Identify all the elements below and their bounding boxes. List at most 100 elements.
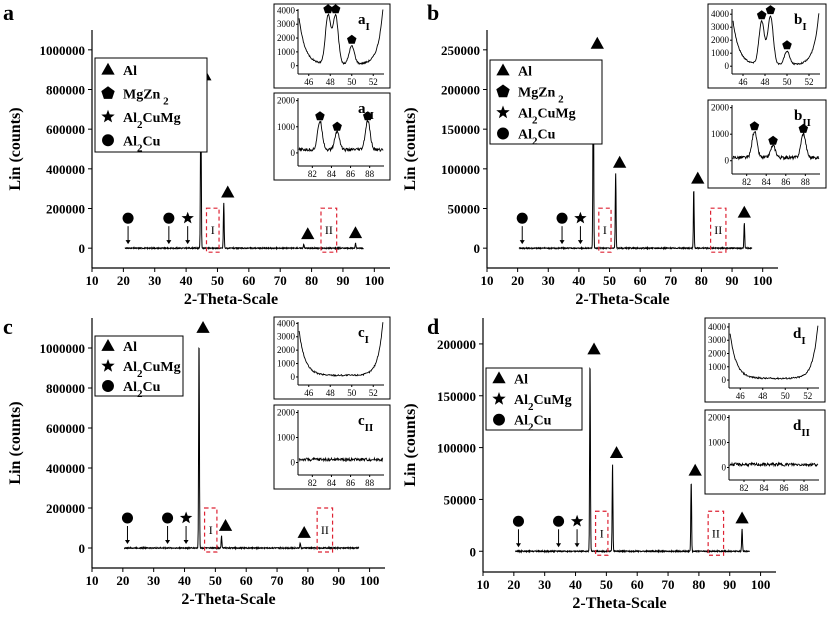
inset-x-tick-label: 86 xyxy=(781,177,791,187)
panel-letter: d xyxy=(427,314,439,339)
region-box-II xyxy=(320,207,338,253)
inset-label: bII xyxy=(794,108,811,129)
legend-text-part: 2 xyxy=(137,142,143,154)
inset-label-letter: c xyxy=(358,413,365,429)
inset-y-tick-label: 1000 xyxy=(708,438,727,448)
al2cumg-star-marker xyxy=(492,392,506,405)
inset-x-tick-label: 48 xyxy=(326,388,336,398)
inset-y-tick-label: 0 xyxy=(722,375,727,385)
inset-frame xyxy=(273,92,391,181)
inset-y-tick-label: 0 xyxy=(722,463,727,473)
legend-entry: Al2Cu xyxy=(123,380,161,400)
inset-y-tick-label: 3000 xyxy=(277,19,296,29)
inset-y-tick-label: 4000 xyxy=(711,9,730,19)
y-tick-label: 600000 xyxy=(46,421,85,436)
legend-text-part: Al xyxy=(518,65,532,80)
inset-label-letter: b xyxy=(794,12,802,28)
marker-arrow-head xyxy=(556,543,562,548)
legend-text-part: CuMg xyxy=(143,111,181,126)
legend-entry: Al2CuMg xyxy=(123,111,181,131)
legend-text-part: 2 xyxy=(528,422,534,434)
al2cumg-star-marker xyxy=(574,211,587,224)
x-axis-title: 2-Theta-Scale xyxy=(572,595,666,612)
x-tick-label: 70 xyxy=(271,573,284,588)
x-tick-label: 90 xyxy=(726,273,739,288)
x-tick-label: 100 xyxy=(753,273,773,288)
x-axis-title: 2-Theta-Scale xyxy=(184,291,278,308)
al2cu-circle-marker xyxy=(493,413,505,426)
x-tick-label: 80 xyxy=(305,273,318,288)
inset-label-roman: II xyxy=(801,427,810,439)
legend-text-part: Al xyxy=(123,340,137,355)
x-tick-label: 80 xyxy=(695,273,708,288)
mgzn2-pentagon-marker xyxy=(330,4,341,14)
marker-arrow-head xyxy=(519,240,525,245)
inset-x-tick-label: 82 xyxy=(742,177,751,187)
inset-1: 0 1000 2000 3000 4000 46 48 50 52 bI xyxy=(707,3,827,89)
inset-y-tick-label: 0 xyxy=(291,148,296,158)
inset-x-tick-label: 88 xyxy=(365,169,375,179)
inset-pattern-line xyxy=(732,131,820,161)
marker-arrow-head xyxy=(577,240,583,245)
legend-entry: Al xyxy=(123,64,137,79)
panel-letter: a xyxy=(3,0,14,25)
inset-frame xyxy=(707,99,827,189)
marker-arrow-head xyxy=(183,540,189,544)
inset-label-roman: I xyxy=(365,334,369,346)
x-tick-label: 100 xyxy=(751,577,771,592)
inset-y-tick-label: 1000 xyxy=(277,433,296,443)
xrd-pattern-line xyxy=(124,92,364,251)
legend-text-part: 2 xyxy=(160,95,169,107)
legend-text-part: MgZn xyxy=(123,87,161,102)
inset-1: 0 1000 2000 3000 4000 46 48 50 52 cI xyxy=(273,316,391,400)
y-axis-title: Lin (counts) xyxy=(402,107,419,190)
peak-marker-al xyxy=(609,446,624,459)
x-tick-label: 40 xyxy=(180,273,193,288)
region-box-label: I xyxy=(600,526,604,540)
legend-text-part: Al xyxy=(123,134,137,149)
panel-letter: c xyxy=(3,314,13,339)
inset-y-tick-label: 1000 xyxy=(708,362,727,372)
inset-2: 0 1000 2000 82 84 86 88 cII xyxy=(273,404,391,490)
inset-label-letter: d xyxy=(793,326,802,342)
legend-text-part: Cu xyxy=(538,128,556,143)
inset-label-letter: a xyxy=(358,12,366,28)
inset-frame xyxy=(704,409,826,495)
y-tick-label: 100000 xyxy=(437,441,476,456)
al2cu-circle-marker xyxy=(162,512,174,524)
inset-pattern-line xyxy=(732,13,820,66)
al2cu-circle-marker xyxy=(121,512,133,524)
legend-text-part: 2 xyxy=(532,115,538,127)
al2cumg-star-marker xyxy=(496,105,510,119)
region-box-label: II xyxy=(321,523,329,537)
inset-label-letter: d xyxy=(793,418,802,434)
y-tick-label: 200000 xyxy=(441,83,480,98)
inset-x-tick-label: 52 xyxy=(369,77,378,87)
peak-marker-al xyxy=(301,227,315,240)
inset-y-tick-label: 4000 xyxy=(277,5,296,15)
inset-label-roman: II xyxy=(366,110,375,122)
inset-y-tick-label: 2000 xyxy=(708,349,727,359)
inset-x-tick-label: 84 xyxy=(327,478,337,488)
inset-x-tick-label: 46 xyxy=(736,391,746,401)
x-tick-label: 80 xyxy=(692,577,705,592)
x-tick-label: 60 xyxy=(634,273,647,288)
al2cu-circle-marker xyxy=(102,134,114,147)
x-tick-label: 70 xyxy=(274,273,287,288)
inset-y-tick-label: 3000 xyxy=(277,332,296,342)
marker-arrow-head xyxy=(166,240,172,245)
mgzn2-pentagon-marker xyxy=(332,121,342,131)
inset-x-tick-label: 52 xyxy=(805,77,814,87)
inset-x-tick-label: 48 xyxy=(761,77,771,87)
inset-x-tick-label: 86 xyxy=(346,169,356,179)
legend-text-part: Al xyxy=(123,360,137,375)
inset-y-tick-label: 2000 xyxy=(711,35,730,45)
x-tick-label: 30 xyxy=(148,273,161,288)
x-tick-label: 50 xyxy=(603,273,616,288)
x-tick-label: 60 xyxy=(240,573,253,588)
legend-text-part: Al xyxy=(123,380,137,395)
y-tick-label: 0 xyxy=(79,541,86,556)
inset-pattern-line xyxy=(298,456,384,463)
al-triangle-marker xyxy=(496,63,510,76)
y-tick-label: 400000 xyxy=(46,162,85,177)
